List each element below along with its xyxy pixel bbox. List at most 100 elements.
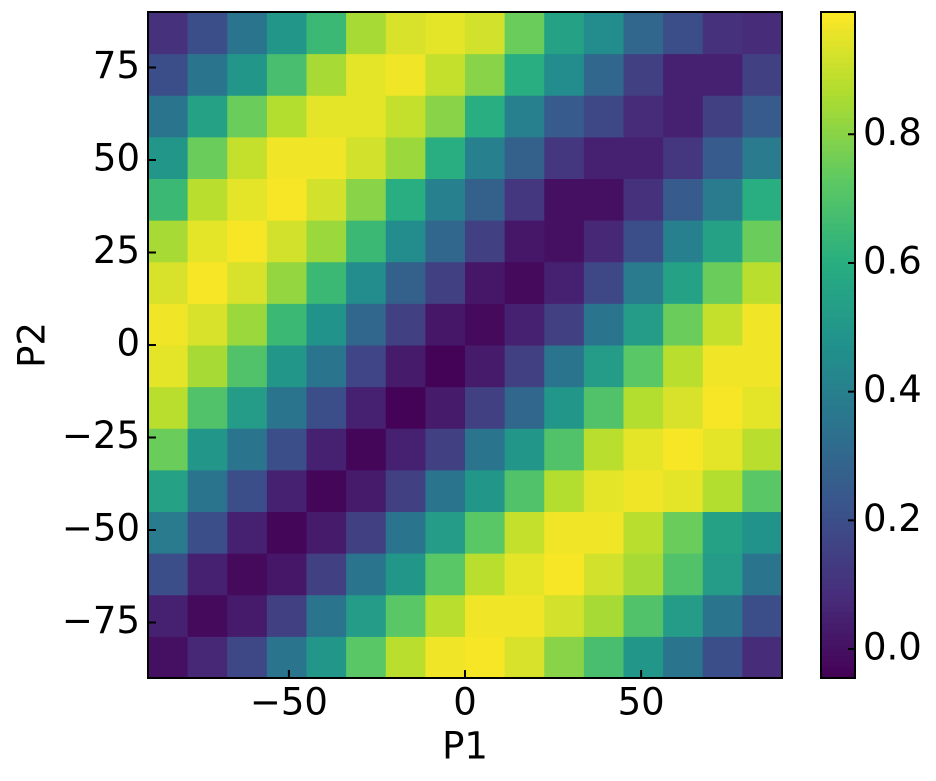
colorbar-swatch: [821, 511, 855, 518]
heatmap-cell: [583, 95, 624, 138]
colorbar-swatch: [821, 483, 855, 490]
colorbar-swatch: [821, 356, 855, 363]
y-tick-label: −25: [62, 414, 140, 457]
heatmap-cell: [702, 220, 743, 263]
heatmap-cell: [266, 511, 307, 554]
colorbar-swatch: [821, 467, 855, 474]
heatmap-cell: [306, 53, 347, 96]
colorbar-swatch: [821, 444, 855, 452]
heatmap-cell: [702, 53, 743, 96]
heatmap-cell: [346, 345, 387, 388]
heatmap-cell: [742, 636, 783, 679]
heatmap-cell: [306, 303, 347, 346]
colorbar-swatch: [821, 672, 855, 679]
heatmap-cell: [623, 511, 664, 554]
heatmap-cell: [227, 53, 268, 96]
colorbar-tick-label: 0.4: [863, 368, 922, 411]
heatmap-cell: [702, 469, 743, 512]
heatmap-cell: [227, 12, 268, 55]
heatmap-cell: [663, 220, 704, 263]
heatmap-cell: [425, 511, 466, 554]
heatmap-cell: [544, 345, 585, 388]
heatmap-cell: [148, 594, 189, 637]
heatmap-cell: [544, 428, 585, 471]
heatmap-cell: [385, 511, 426, 554]
heatmap-cell: [385, 345, 426, 388]
heatmap-cell: [583, 553, 624, 596]
heatmap-cell: [148, 95, 189, 138]
heatmap-cell: [465, 220, 506, 263]
colorbar-swatch: [821, 666, 855, 674]
heatmap-cell: [425, 594, 466, 637]
colorbar-swatch: [821, 134, 855, 141]
heatmap-cell: [742, 178, 783, 221]
heatmap-cell: [623, 469, 664, 512]
heatmap-cell: [306, 12, 347, 55]
heatmap-cell: [266, 386, 307, 429]
colorbar-swatch: [821, 145, 855, 152]
heatmap-cell: [663, 53, 704, 96]
x-tick-label: −50: [250, 681, 328, 724]
heatmap-cell: [623, 12, 664, 55]
heatmap-cell: [504, 12, 545, 55]
heatmap-cell: [742, 594, 783, 637]
heatmap-cell: [702, 386, 743, 429]
heatmap-cell: [385, 594, 426, 637]
heatmap-cell: [148, 136, 189, 179]
heatmap-cell: [227, 553, 268, 596]
colorbar-swatch: [821, 111, 855, 119]
heatmap-cell: [583, 53, 624, 96]
colorbar-swatch: [821, 278, 855, 285]
heatmap-cell: [346, 469, 387, 512]
heatmap-cell: [742, 136, 783, 179]
heatmap-cell: [663, 386, 704, 429]
heatmap-cell: [187, 12, 228, 55]
colorbar-swatch: [821, 555, 855, 563]
heatmap-cell: [663, 553, 704, 596]
heatmap-cell: [504, 53, 545, 96]
heatmap-cell: [187, 553, 228, 596]
heatmap-cell: [504, 428, 545, 471]
y-tick-label: 25: [93, 229, 140, 272]
heatmap-cell: [663, 95, 704, 138]
heatmap-cell: [742, 220, 783, 263]
heatmap-cell: [702, 136, 743, 179]
heatmap-cell: [306, 345, 347, 388]
colorbar-swatch: [821, 345, 855, 352]
heatmap-cell: [306, 136, 347, 179]
heatmap-cell: [583, 636, 624, 679]
heatmap-cell: [663, 12, 704, 55]
heatmap-cell: [346, 386, 387, 429]
heatmap-cell: [742, 345, 783, 388]
heatmap-cell: [623, 220, 664, 263]
colorbar-swatch: [821, 150, 855, 157]
heatmap-cell: [306, 511, 347, 554]
heatmap-cell: [742, 553, 783, 596]
colorbar-swatch: [821, 89, 855, 96]
heatmap-cell: [702, 345, 743, 388]
colorbar-swatch: [821, 117, 855, 124]
colorbar-swatch: [821, 184, 855, 191]
heatmap-cell: [623, 303, 664, 346]
colorbar-swatch: [821, 605, 855, 612]
heatmap-cell: [583, 178, 624, 221]
colorbar-swatch: [821, 422, 855, 429]
heatmap-cell: [187, 386, 228, 429]
heatmap-cell: [544, 594, 585, 637]
colorbar-swatch: [821, 189, 855, 196]
heatmap-cell: [583, 594, 624, 637]
heatmap-cell: [742, 95, 783, 138]
colorbar-swatch: [821, 439, 855, 446]
colorbar-swatch: [821, 333, 855, 341]
heatmap-cell: [266, 553, 307, 596]
heatmap-cell: [583, 511, 624, 554]
heatmap-cell: [465, 386, 506, 429]
heatmap-cell: [465, 594, 506, 637]
heatmap-cell: [266, 53, 307, 96]
colorbar-swatch: [821, 378, 855, 385]
heatmap-cell: [465, 428, 506, 471]
colorbar-swatch: [821, 23, 855, 30]
heatmap-cell: [663, 469, 704, 512]
heatmap-cell: [702, 261, 743, 304]
